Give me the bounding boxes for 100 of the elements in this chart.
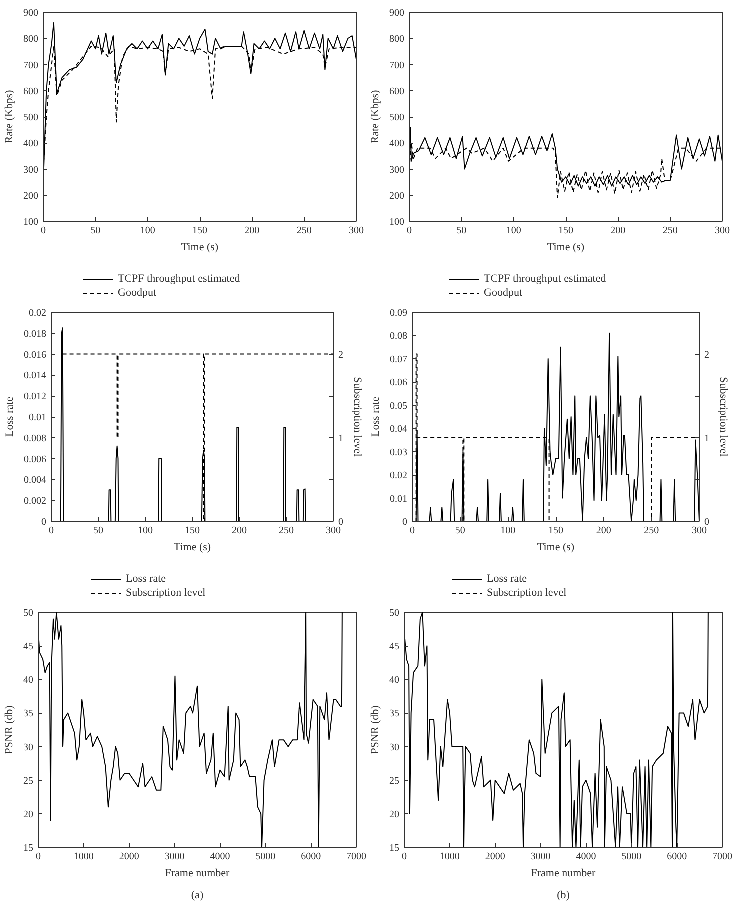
text: (a) [191, 890, 204, 902]
x-tick-label: 300 [326, 526, 341, 536]
x-tick-label: 50 [90, 226, 101, 236]
y-tick-label: 0.06 [390, 378, 408, 389]
y-tick-label: 35 [24, 708, 34, 720]
legend-label: Subscription level [487, 586, 567, 600]
y2-axis-title: Subscription level [718, 377, 730, 457]
y-tick-label: 400 [390, 138, 404, 150]
y-tick-label: 30 [390, 742, 400, 754]
x-tick-label: 200 [244, 226, 260, 236]
x-tick-label: 2000 [119, 852, 140, 862]
x-tick-label: 150 [192, 226, 208, 236]
x-tick-label: 100 [506, 226, 522, 236]
y-tick-label: 700 [390, 60, 404, 72]
y-tick-label: 0.018 [24, 328, 46, 340]
legend-label: Subscription level [126, 586, 206, 600]
y-tick-label: 30 [24, 742, 34, 754]
y-tick-label: 45 [390, 642, 400, 653]
x-tick-label: 50 [456, 226, 467, 236]
y-tick-label: 0 [42, 517, 46, 528]
text: (b) [557, 890, 570, 902]
y2-tick-label: 1 [338, 433, 344, 444]
x-tick-label: 200 [596, 526, 612, 536]
x-tick-label: 250 [296, 226, 312, 236]
y2-tick-label: 2 [704, 350, 710, 361]
y-tick-label: 400 [24, 138, 38, 150]
x-tick-label: 0 [410, 526, 415, 536]
x-tick-label: 7000 [346, 852, 366, 862]
y-tick-label: 800 [24, 34, 38, 46]
y-tick-label: 0.02 [29, 308, 46, 319]
y2-tick-label: 0 [338, 517, 344, 528]
y-tick-label: 600 [24, 86, 38, 98]
y-tick-label: 15 [390, 843, 400, 854]
x-tick-label: 100 [140, 226, 156, 236]
x-tick-label: 4000 [210, 852, 230, 862]
y-tick-label: 200 [390, 190, 404, 202]
y-tick-label: 0.09 [390, 308, 408, 319]
x-tick-label: 300 [692, 526, 707, 536]
y-tick-label: 200 [24, 190, 38, 202]
y-tick-label: 0.014 [24, 370, 46, 382]
x-axis-title: Time (s) [547, 242, 585, 254]
y-tick-label: 0.016 [24, 350, 46, 361]
y-tick-label: 0.02 [390, 470, 408, 482]
y-tick-label: 20 [390, 809, 400, 820]
x-axis-title: Time (s) [181, 242, 219, 254]
y-tick-label: 0.01 [390, 494, 408, 505]
y-axis-title: Rate (Kbps) [370, 90, 382, 144]
x-tick-label: 6000 [301, 852, 322, 862]
x-tick-label: 7000 [712, 852, 732, 862]
y-tick-label: 500 [390, 112, 404, 124]
y-axis-title: Loss rate [4, 396, 16, 438]
x-axis-title: Time (s) [174, 542, 212, 554]
x-tick-label: 250 [279, 526, 294, 536]
y-axis-title: Rate (Kbps) [4, 90, 16, 144]
x-axis-title: Time (s) [537, 542, 575, 554]
y-tick-label: 0.004 [24, 475, 46, 486]
y-tick-label: 300 [390, 164, 404, 176]
y-tick-label: 20 [24, 809, 34, 820]
y-tick-label: 900 [390, 8, 404, 19]
y-tick-label: 25 [24, 776, 34, 787]
x-tick-label: 4000 [576, 852, 596, 862]
y-tick-label: 800 [390, 34, 404, 46]
y-tick-label: 500 [24, 112, 38, 124]
x-tick-label: 150 [185, 526, 200, 536]
y2-tick-label: 0 [704, 517, 710, 528]
y-tick-label: 100 [24, 217, 38, 228]
x-tick-label: 6000 [667, 852, 688, 862]
y-tick-label: 0.08 [390, 331, 408, 342]
y-tick-label: 35 [390, 708, 400, 720]
x-tick-label: 100 [500, 526, 516, 536]
x-tick-label: 5000 [256, 852, 276, 862]
x-tick-label: 3000 [164, 852, 185, 862]
x-tick-label: 1000 [74, 852, 94, 862]
x-tick-label: 150 [548, 526, 564, 536]
x-axis-title: Frame number [165, 868, 230, 880]
x-tick-label: 250 [662, 226, 678, 236]
legend-label: Goodput [118, 286, 156, 300]
y-axis-title: PSNR (db) [370, 705, 382, 754]
x-tick-label: 50 [455, 526, 466, 536]
x-tick-label: 300 [715, 226, 730, 236]
y-axis-title: Loss rate [370, 396, 382, 438]
y-tick-label: 0.03 [390, 447, 408, 458]
legend-label: Loss rate [126, 572, 166, 586]
legend-label: Loss rate [487, 572, 528, 586]
y-tick-label: 50 [24, 608, 34, 619]
y-tick-label: 0.05 [390, 400, 408, 412]
y-tick-label: 0.006 [24, 454, 46, 466]
x-tick-label: 5000 [622, 852, 642, 862]
x-tick-label: 200 [232, 526, 247, 536]
y-tick-label: 0.008 [24, 433, 46, 444]
y-tick-label: 0.002 [24, 496, 46, 508]
y-tick-label: 40 [390, 675, 400, 686]
x-tick-label: 150 [558, 226, 574, 236]
x-axis-title: Frame number [531, 868, 596, 880]
y-tick-label: 0 [402, 517, 408, 528]
x-tick-label: 1000 [440, 852, 460, 862]
y-tick-label: 0.01 [29, 412, 46, 424]
y-tick-label: 50 [390, 608, 400, 619]
y2-tick-label: 1 [704, 433, 710, 444]
y-axis-title: PSNR (db) [4, 705, 16, 754]
